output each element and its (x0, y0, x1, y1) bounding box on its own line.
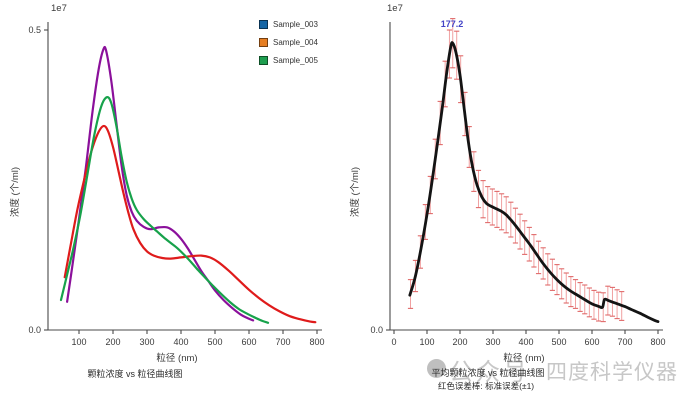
legend: Sample_003 Sample_004 Sample_005 (259, 15, 318, 69)
legend-swatch (259, 55, 268, 65)
left-offset-text: 1e7 (51, 3, 67, 14)
right-y-axis-label: 浓度 (个/ml) (350, 166, 361, 218)
legend-item-sample-005: Sample_005 (259, 51, 318, 69)
left-x-axis-label: 粒径 (nm) (156, 353, 198, 364)
legend-item-sample-003: Sample_003 (259, 15, 318, 33)
peak-annotation: 177.2 (440, 19, 464, 29)
legend-swatch (259, 19, 268, 29)
svg-text:700: 700 (617, 337, 632, 347)
svg-text:600: 600 (584, 337, 599, 347)
legend-label: Sample_003 (273, 19, 318, 29)
svg-text:0.0: 0.0 (28, 325, 41, 335)
svg-text:700: 700 (275, 337, 290, 347)
svg-text:800: 800 (650, 337, 665, 347)
svg-text:100: 100 (419, 337, 434, 347)
svg-text:400: 400 (173, 337, 188, 347)
legend-swatch (259, 37, 268, 47)
svg-text:400: 400 (518, 337, 533, 347)
svg-text:200: 200 (452, 337, 467, 347)
right-chart-caption-line2: 红色误差棒: 标准误差(±1) (437, 381, 535, 391)
legend-label: Sample_005 (273, 55, 318, 65)
svg-text:200: 200 (105, 337, 120, 347)
svg-text:100: 100 (71, 337, 86, 347)
right-chart-caption: 平均颗粒浓度 vs 粒径曲线图 (431, 368, 545, 378)
right-offset-text: 1e7 (387, 3, 403, 14)
right-x-axis-label: 粒径 (nm) (503, 353, 545, 364)
watermark-brand-text: 四度科学仪器 (546, 361, 678, 384)
watermark-badge-text: 公众号 (449, 359, 530, 386)
svg-text:300: 300 (485, 337, 500, 347)
svg-text:800: 800 (309, 337, 324, 347)
svg-text:600: 600 (241, 337, 256, 347)
svg-text:0: 0 (391, 337, 396, 347)
svg-text:0.5: 0.5 (28, 25, 41, 35)
legend-item-sample-004: Sample_004 (259, 33, 318, 51)
svg-text:0.0: 0.0 (370, 325, 383, 335)
svg-text:300: 300 (139, 337, 154, 347)
left-chart-caption: 颗粒浓度 vs 粒径曲线图 (87, 369, 183, 379)
left-y-axis-label: 浓度 (个/ml) (10, 166, 21, 218)
legend-label: Sample_004 (273, 37, 318, 47)
svg-text:500: 500 (207, 337, 222, 347)
watermark-logo-icon (427, 359, 446, 378)
svg-text:500: 500 (551, 337, 566, 347)
